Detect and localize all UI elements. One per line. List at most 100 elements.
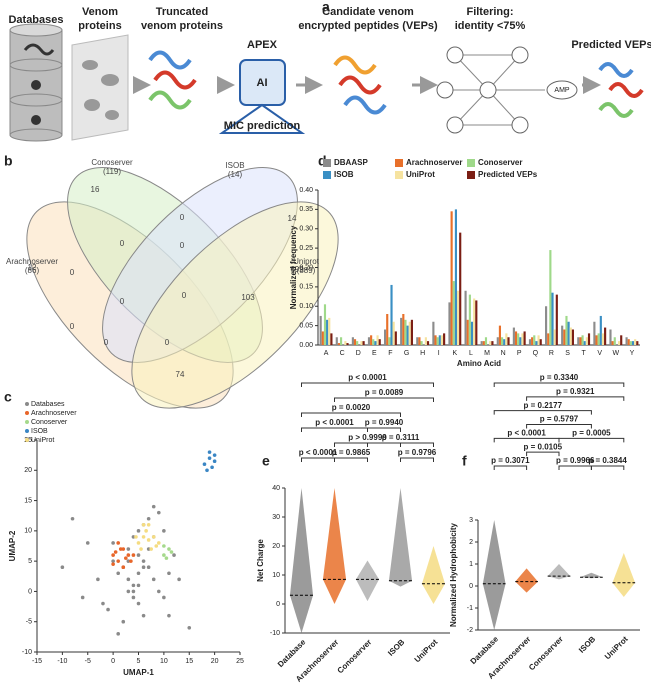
bar (344, 341, 347, 345)
p-value: p = 0.0105 (524, 442, 563, 451)
bar (519, 337, 522, 345)
point (136, 553, 141, 557)
point (134, 535, 138, 539)
bar (346, 343, 349, 345)
point (106, 607, 110, 612)
bar (378, 339, 381, 345)
bar (416, 337, 419, 345)
point (80, 595, 85, 600)
comparison-bracket (334, 457, 368, 462)
y-tick-label: 15 (24, 497, 32, 504)
y-tick-label: 0 (28, 588, 32, 595)
comparison-bracket (301, 457, 335, 462)
bar (636, 341, 639, 345)
legend-swatch (395, 171, 403, 179)
chip-label: AI (257, 77, 268, 89)
bar (597, 333, 600, 345)
y-tick-label: 10 (24, 528, 32, 535)
y-axis-label: Normalized frequency (289, 225, 298, 309)
bar (402, 314, 405, 345)
y-tick-label: 20 (272, 543, 280, 550)
distribution (515, 568, 538, 593)
bar (565, 315, 568, 345)
point (101, 601, 105, 606)
legend-label: ISOB (334, 170, 354, 179)
comparison-bracket (301, 427, 368, 432)
p-value: p = 0.0005 (572, 428, 611, 437)
bar (514, 331, 518, 345)
bar (551, 292, 554, 345)
point (167, 547, 171, 551)
bar (406, 325, 409, 345)
y-tick-label: 30 (272, 514, 280, 521)
bar (503, 339, 506, 345)
panel-label: c (4, 389, 12, 405)
y-axis-label: UMAP-2 (8, 530, 17, 561)
step-label: venom proteins (141, 20, 223, 32)
x-tick-label: V (597, 350, 602, 357)
bar (326, 319, 329, 345)
step-label: Databases (8, 14, 63, 26)
step-label: Filtering: (466, 6, 513, 18)
bar (501, 337, 504, 345)
comparison-bracket (334, 397, 434, 402)
point (146, 547, 151, 551)
bar (489, 341, 492, 345)
y-tick-label: 20 (24, 467, 32, 474)
legend-swatch (25, 429, 29, 433)
x-tick-label: Y (630, 350, 635, 357)
comparison-bracket (301, 382, 434, 387)
bar (470, 321, 474, 345)
point (111, 541, 115, 545)
set-size: (119) (103, 167, 121, 176)
y-axis-label: Normalized Hydrophobicity (449, 522, 458, 627)
bar (517, 333, 520, 345)
bar (394, 331, 397, 345)
x-tick-label: Conoserver (336, 638, 374, 676)
bar (583, 341, 586, 345)
legend-swatch (323, 171, 331, 179)
x-tick-label: Q (533, 350, 539, 357)
y-tick-label: 0.35 (299, 206, 313, 213)
legend-label: DBAASP (334, 158, 368, 167)
bar (609, 329, 612, 345)
region-count: 0 (165, 338, 170, 347)
step-label: Candidate venom (322, 6, 414, 18)
point (205, 468, 209, 473)
x-tick-label: C (340, 350, 345, 357)
region-count: 16 (91, 185, 100, 194)
point (151, 577, 156, 582)
bar (533, 335, 536, 345)
x-tick-label: F (388, 350, 392, 357)
x-tick-label: 0 (111, 658, 115, 665)
subtask-label: MIC prediction (224, 120, 301, 132)
point (141, 523, 146, 527)
bar (452, 281, 455, 345)
legend-swatch (323, 159, 331, 167)
point (131, 595, 136, 600)
x-tick-label: UniProt (413, 637, 440, 664)
bar (547, 333, 550, 345)
bar (496, 337, 499, 345)
point (111, 553, 115, 557)
y-tick-label: 2 (469, 539, 473, 546)
bar (328, 317, 331, 345)
x-tick-label: G (404, 350, 409, 357)
point (116, 559, 120, 563)
p-value: p < 0.0001 (315, 418, 354, 427)
x-tick-label: S (565, 350, 570, 357)
set-size: (86) (25, 266, 40, 275)
point (141, 535, 146, 539)
p-value: p = 0.9321 (556, 387, 595, 396)
point (141, 565, 146, 569)
bar (459, 232, 462, 345)
bar (443, 333, 446, 345)
bar (585, 337, 588, 345)
bar (625, 337, 628, 345)
set-name: ISOB (225, 161, 244, 170)
point (207, 456, 212, 460)
comparison-bracket (367, 442, 434, 447)
bar (587, 333, 591, 345)
bar (553, 329, 556, 345)
bar (360, 341, 363, 345)
